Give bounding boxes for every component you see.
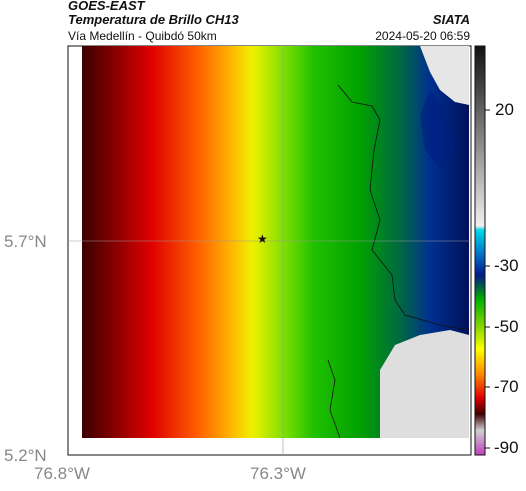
product-title: Temperatura de Brillo CH13: [68, 12, 239, 27]
colorbar-tick: -70: [494, 377, 519, 396]
colorbar-tick: 20: [495, 100, 514, 119]
lat-tick-label: 5.2°N: [4, 446, 47, 465]
datetime-label: 2024-05-20 06:59: [375, 29, 470, 43]
brand-label: SIATA: [432, 12, 470, 27]
colorbar: [474, 45, 486, 456]
border-line-south: [327, 359, 341, 439]
location-star-marker: ★: [257, 232, 268, 246]
clear-area-northeast: [420, 46, 469, 105]
colorbar-tick: -90: [494, 438, 519, 457]
region-label: Vía Medellín - Quibdó 50km: [68, 29, 217, 43]
colorbar-tick: -30: [494, 256, 519, 275]
lon-tick-label: 76.8°W: [34, 464, 90, 483]
lon-tick-label: 76.3°W: [250, 464, 306, 483]
satellite-title: GOES-EAST: [68, 0, 145, 13]
clear-area-southeast: [380, 330, 469, 438]
colorbar-tick: -50: [494, 317, 519, 336]
lat-tick-label: 5.7°N: [4, 232, 47, 251]
border-line: [337, 84, 470, 331]
